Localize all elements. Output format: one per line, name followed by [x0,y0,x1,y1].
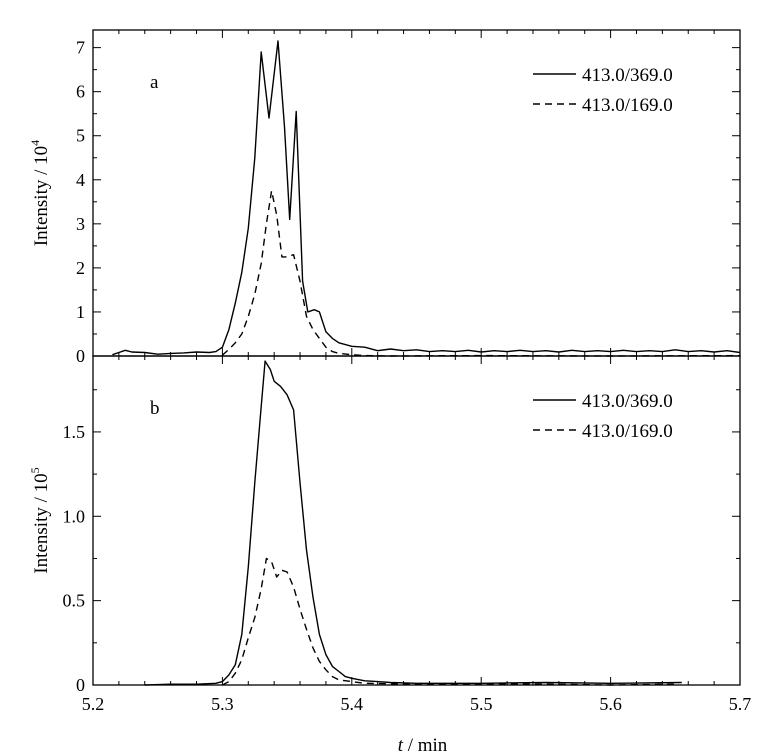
x-tick-label: 5.6 [599,694,622,714]
legend-label: 413.0/169.0 [582,421,673,442]
y-tick-label: 1 [76,302,85,322]
x-tick-label: 5.3 [211,694,234,714]
series-line-solid [112,40,741,356]
x-tick-label: 5.7 [729,694,752,714]
y-tick-label: 4 [76,170,85,190]
y-axis-label-text: Intensity / 10 [31,146,52,246]
y-tick-label: 5 [76,126,85,146]
panel-b: 0 0.5 1.0 1.5 5.2 5.3 5.4 5.5 5.6 5.7 t / min Inten… [28,355,752,756]
y-axis-label-text: Intensity / 10 [31,473,52,573]
y-axis-label: Intensity / 105 [28,467,52,573]
y-axis-label-exponent: 4 [28,140,42,146]
x-axis-label-italic: t [398,735,404,756]
x-tick-label: 5.5 [470,694,493,714]
y-tick-label: 0 [76,675,85,695]
y-axis-label: Intensity / 104 [28,140,52,246]
legend-label: 413.0/369.0 [582,391,673,412]
series-line-solid [144,360,682,686]
legend-label: 413.0/169.0 [582,95,673,116]
x-axis-label-unit: / min [403,735,448,756]
y-tick-label: 6 [76,82,85,102]
y-tick-label: 1.0 [63,506,86,526]
panel-label: a [150,72,159,93]
series-line-dashed [222,557,676,686]
y-tick-label: 3 [76,214,85,234]
y-tick-label: 0.5 [63,591,86,611]
y-tick-label: 2 [76,258,85,278]
y-tick-label: 0 [76,346,85,366]
series-line-dashed [221,190,741,357]
legend-label: 413.0/369.0 [582,65,673,86]
x-tick-label: 5.4 [341,694,364,714]
panel-label: b [150,398,160,419]
x-axis-label: t / min [398,735,448,756]
y-axis-label-exponent: 5 [28,467,42,473]
y-tick-label: 7 [76,38,85,58]
x-tick-label: 5.2 [82,694,105,714]
plot-frame [92,355,741,686]
y-tick-label: 1.5 [63,422,86,442]
